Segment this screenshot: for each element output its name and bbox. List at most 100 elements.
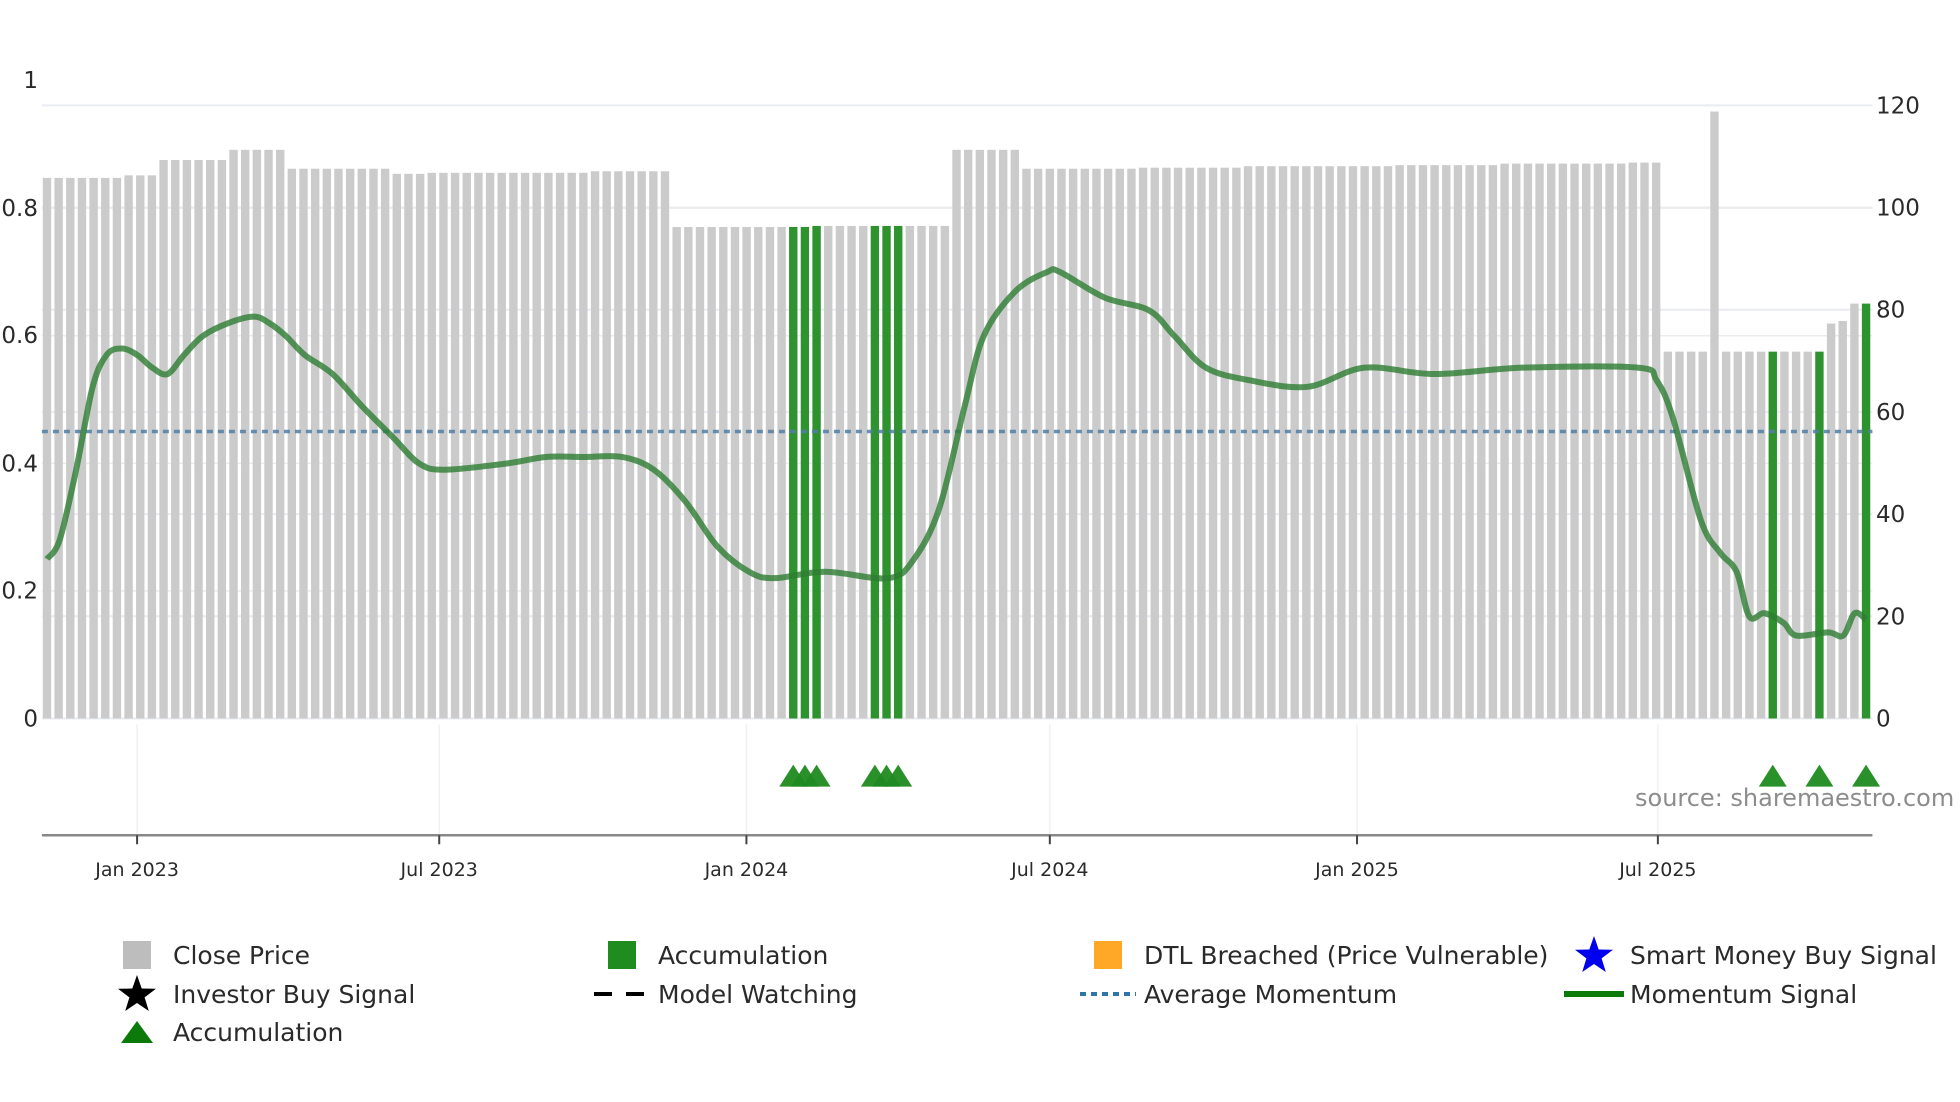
left-axis-tick: 1 (23, 68, 38, 94)
close-price-bar (1803, 351, 1812, 719)
close-price-bar (89, 177, 98, 719)
close-price-bar (264, 149, 273, 719)
left-axis-tick: 0.2 (1, 578, 38, 604)
close-price-bar (1582, 163, 1591, 719)
right-axis: 0 20 40 60 80 100 120 (1876, 93, 1920, 732)
accumulation-triangle-icon (1852, 764, 1881, 787)
close-price-bar (614, 171, 623, 719)
close-price-bar (124, 175, 133, 719)
close-price-bar (742, 226, 751, 719)
close-price-bar (1430, 165, 1439, 719)
close-price-bar (905, 225, 915, 719)
x-axis-tick: Jan 2023 (94, 859, 179, 881)
close-price-bar (42, 177, 52, 719)
close-price-bar (509, 172, 518, 719)
x-axis-tick: Jan 2025 (1314, 859, 1399, 881)
x-axis: Jan 2023 Jul 2023 Jan 2024 Jul 2024 Jan 2025… (41, 834, 1873, 881)
close-price-bar (229, 149, 238, 719)
close-price-bar (625, 171, 635, 719)
close-price-bar (1605, 163, 1614, 719)
close-price-bar (1547, 163, 1556, 719)
close-price-bar (532, 172, 541, 719)
accumulation-triangle-icon (1758, 764, 1787, 787)
close-price-bar (1045, 168, 1055, 719)
close-price-bar (1383, 166, 1393, 719)
close-price-bar (206, 160, 215, 719)
close-price-bar (1057, 168, 1066, 719)
close-price-bar (241, 149, 250, 719)
close-price-bar (1465, 165, 1474, 719)
close-price-bar (998, 149, 1008, 719)
close-price-bar (1255, 166, 1264, 719)
close-price-bar (1442, 165, 1451, 719)
accumulation-bar (1768, 351, 1777, 719)
close-price-bar (1173, 167, 1183, 719)
close-price-bar (963, 149, 973, 719)
close-price-bar (590, 171, 600, 719)
close-price-bar (555, 172, 565, 719)
close-price-bar (660, 171, 670, 719)
close-price-bar (1302, 166, 1311, 719)
close-price-bar (147, 175, 157, 719)
close-price-bar (1395, 165, 1404, 719)
accumulation-bar (882, 225, 891, 719)
close-price-bar (730, 226, 740, 719)
close-price-bar (252, 149, 262, 719)
close-price-bar (1033, 168, 1043, 719)
close-price-bar (1208, 167, 1218, 719)
close-price-bar (1593, 163, 1603, 719)
close-price-bar (1488, 165, 1498, 719)
left-axis-tick: 0.6 (1, 323, 38, 349)
close-price-bars (42, 111, 1871, 719)
close-price-bar (1010, 149, 1020, 719)
close-price-bar (684, 226, 693, 719)
close-price-bar (369, 168, 378, 719)
accumulation-triangle-icon (1805, 764, 1834, 787)
close-price-bar (159, 160, 168, 719)
close-price-bar (1721, 351, 1731, 719)
accumulation-bar (800, 226, 810, 719)
close-price-bar (497, 172, 506, 719)
right-axis-tick: 40 (1876, 502, 1905, 528)
close-price-bar (1826, 323, 1836, 719)
close-price-bar (1372, 166, 1381, 719)
right-axis-tick: 0 (1876, 706, 1891, 732)
accumulation-triangle-icon (802, 764, 831, 787)
close-price-bar (1651, 162, 1661, 719)
close-price-bar (602, 171, 611, 719)
close-price-bar (1022, 168, 1031, 719)
source-label: source: sharemaestro.com (1635, 784, 1954, 812)
close-price-bar (1360, 166, 1369, 719)
close-price-bar (544, 172, 553, 719)
close-price-bar (322, 168, 332, 719)
close-price-bar (1407, 165, 1416, 719)
right-axis-tick: 80 (1876, 298, 1905, 324)
close-price-bar (1756, 351, 1766, 719)
close-price-bar (1745, 351, 1754, 719)
left-axis: 0 0.2 0.4 0.6 0.8 1 (1, 68, 38, 733)
close-price-bar (695, 226, 705, 719)
close-price-bar (287, 168, 297, 719)
close-price-bar (637, 171, 646, 719)
close-price-bar (450, 172, 460, 719)
close-price-bar (1337, 166, 1346, 719)
close-price-bar (415, 173, 425, 719)
close-price-bar (474, 172, 483, 719)
close-price-bar (1068, 168, 1078, 719)
close-price-bar (299, 168, 308, 719)
close-price-bar (439, 172, 448, 719)
close-price-bar (859, 225, 868, 719)
close-price-bar (777, 226, 786, 719)
close-price-bar (567, 172, 576, 719)
right-axis-tick: 20 (1876, 604, 1905, 630)
close-price-bar (345, 168, 355, 719)
close-price-bar (1162, 167, 1171, 719)
close-price-bar (847, 225, 856, 719)
close-price-bar (649, 171, 658, 719)
close-price-bar (1278, 166, 1288, 719)
close-price-bar (427, 172, 436, 719)
close-price-bar (1686, 351, 1696, 719)
close-price-bar (1267, 166, 1276, 719)
close-price-bar (1290, 166, 1299, 719)
